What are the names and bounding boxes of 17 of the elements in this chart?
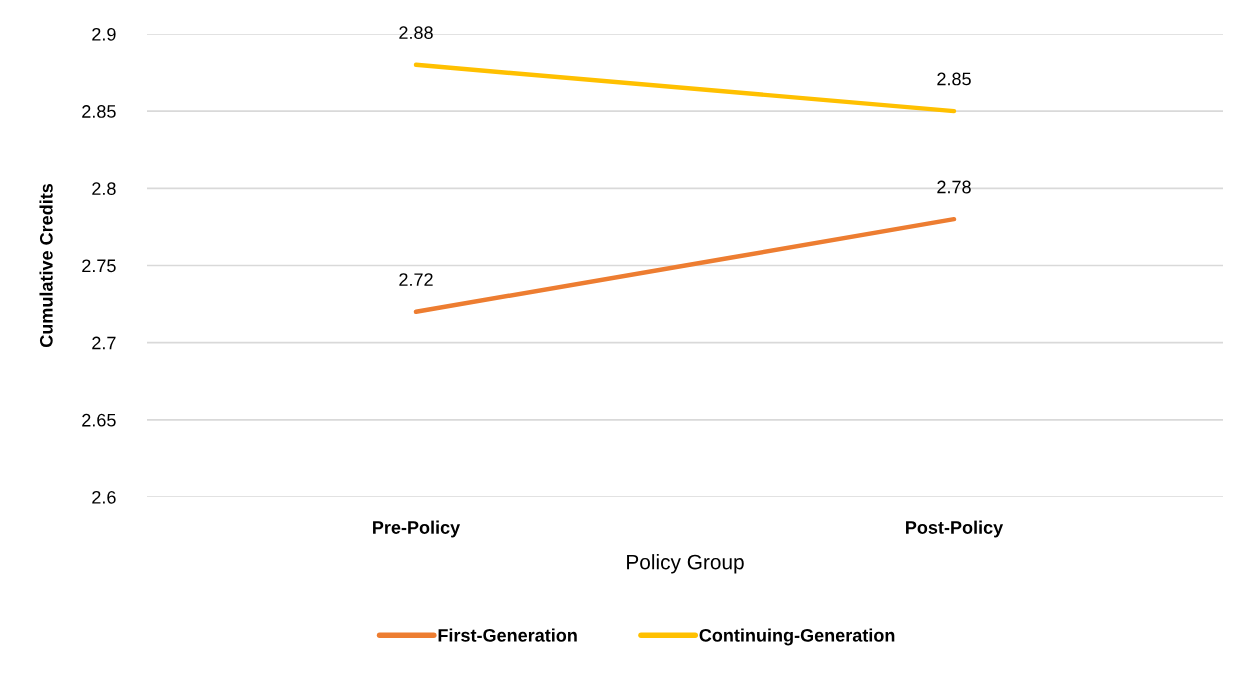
y-tick-label: 2.9 [92,27,116,41]
y-tick-label: 2.8 [92,182,116,196]
y-tick-label: 2.6 [92,490,116,504]
x-tick-label: Post-Policy [906,520,1004,538]
x-axis-title: Policy Group [627,554,744,574]
legend-label: Continuing-Generation [699,628,895,646]
y-axis-title: Cumulative Credits [39,183,53,348]
y-tick-label: 2.7 [92,336,116,350]
legend-label: First-Generation [438,628,577,642]
data-label: 2.85 [937,72,971,86]
y-tick-label: 2.65 [82,413,116,427]
data-label: 2.88 [399,26,433,40]
y-tick-label: 2.75 [82,259,116,273]
x-tick-label: Pre-Policy [373,520,461,538]
data-label: 2.78 [937,180,971,194]
data-label: 2.72 [399,273,433,286]
y-tick-label: 2.85 [82,105,116,118]
